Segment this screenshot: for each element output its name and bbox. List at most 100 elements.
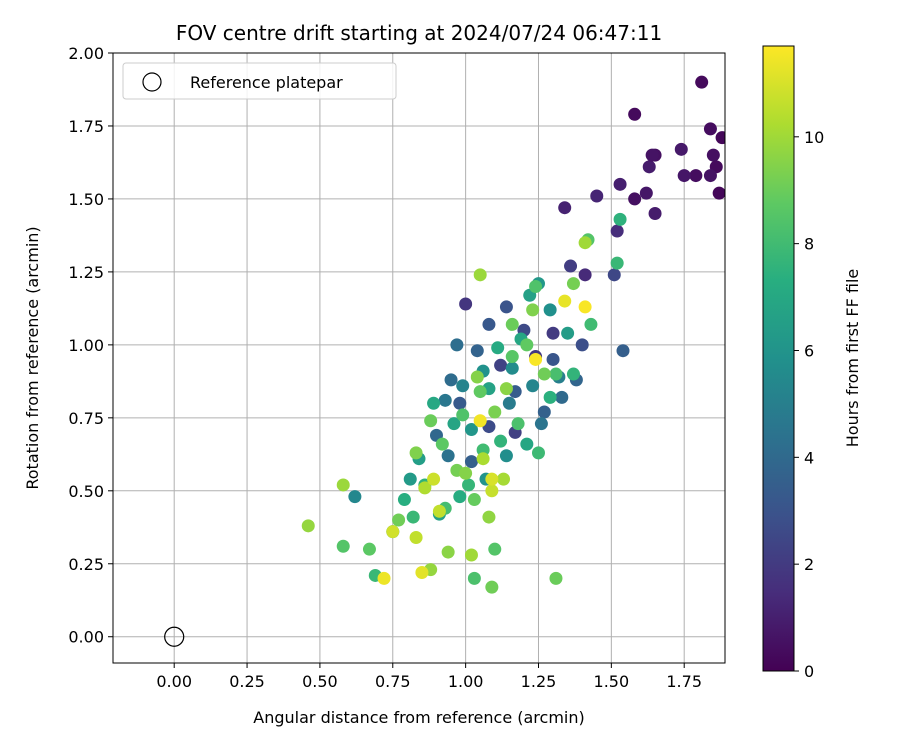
- data-point: [336, 478, 350, 492]
- y-axis-ticks: 0.00 0.25 0.50 0.75 1.00 1.25 1.50 1.75 2.00: [68, 44, 113, 647]
- data-point: [703, 122, 717, 136]
- data-point: [456, 408, 470, 422]
- data-point: [403, 472, 417, 486]
- data-point: [453, 490, 467, 504]
- data-point: [409, 446, 423, 460]
- data-point: [505, 350, 519, 364]
- data-point: [427, 396, 441, 410]
- x-tick-label: 1.75: [666, 672, 702, 691]
- data-point: [497, 472, 511, 486]
- data-point: [520, 437, 534, 451]
- data-point: [703, 169, 717, 183]
- y-tick-label: 1.25: [68, 263, 104, 282]
- data-point: [464, 455, 478, 469]
- data-point: [409, 530, 423, 544]
- data-point: [441, 545, 455, 559]
- data-point: [537, 405, 551, 419]
- data-point: [494, 434, 508, 448]
- data-point: [386, 525, 400, 539]
- x-tick-label: 0.75: [375, 672, 411, 691]
- data-point: [488, 405, 502, 419]
- data-point: [444, 373, 458, 387]
- data-point: [546, 326, 560, 340]
- data-point: [453, 396, 467, 410]
- data-point: [645, 148, 659, 162]
- data-point: [610, 224, 624, 238]
- data-point: [674, 142, 688, 156]
- data-point: [336, 539, 350, 553]
- data-point: [467, 493, 481, 507]
- legend-box: [122, 62, 397, 100]
- y-tick-label: 0.25: [68, 555, 104, 574]
- data-point: [549, 571, 563, 585]
- data-point: [473, 268, 487, 282]
- data-point: [301, 519, 315, 533]
- data-point: [564, 259, 578, 273]
- legend-marker-open-circle-icon: [142, 72, 162, 92]
- colorbar-label: Hours from first FF file: [843, 269, 862, 448]
- data-point: [450, 338, 464, 352]
- data-point: [470, 344, 484, 358]
- colorbar: 0 2 4 6 8 10 Hours from first FF file: [762, 45, 862, 681]
- data-point: [590, 189, 604, 203]
- x-tick-label: 0.50: [302, 672, 338, 691]
- data-point: [529, 352, 543, 366]
- data-point: [531, 446, 545, 460]
- data-point: [467, 571, 481, 585]
- data-point: [447, 417, 461, 431]
- data-point: [689, 169, 703, 183]
- data-point: [715, 131, 725, 145]
- data-point: [491, 341, 505, 355]
- x-tick-label: 0.00: [156, 672, 192, 691]
- data-point: [558, 294, 572, 308]
- data-point: [441, 449, 455, 463]
- data-point: [464, 548, 478, 562]
- data-point: [485, 580, 499, 594]
- data-point: [610, 256, 624, 270]
- data-point: [712, 186, 725, 200]
- data-point: [505, 317, 519, 331]
- data-point: [470, 370, 484, 384]
- colorbar-frame: [762, 45, 795, 672]
- data-point: [520, 338, 534, 352]
- data-point: [628, 192, 642, 206]
- legend-label: Reference platepar: [190, 73, 343, 92]
- reference-platepar-marker: [164, 626, 185, 647]
- data-point: [695, 75, 709, 89]
- data-point: [526, 379, 540, 393]
- data-point: [362, 542, 376, 556]
- data-point: [549, 367, 563, 381]
- data-point: [543, 390, 557, 404]
- data-point: [377, 571, 391, 585]
- data-point: [473, 414, 487, 428]
- colorbar-tick-label: 2: [804, 555, 814, 574]
- data-point: [561, 326, 575, 340]
- data-point: [511, 417, 525, 431]
- data-point: [459, 466, 473, 480]
- data-point: [485, 484, 499, 498]
- data-point: [639, 186, 653, 200]
- data-point: [482, 317, 496, 331]
- data-point: [648, 207, 662, 221]
- x-tick-label: 1.00: [448, 672, 484, 691]
- data-point: [424, 414, 438, 428]
- colorbar-gradient: [763, 46, 794, 671]
- chart-title: FOV centre drift starting at 2024/07/24 …: [176, 21, 662, 45]
- data-point: [415, 566, 429, 580]
- y-tick-label: 0.50: [68, 482, 104, 501]
- data-point: [546, 352, 560, 366]
- colorbar-tick-label: 0: [804, 662, 814, 681]
- x-axis-label: Angular distance from reference (arcmin): [253, 708, 584, 727]
- data-point: [642, 160, 656, 174]
- y-tick-label: 2.00: [68, 44, 104, 63]
- data-point: [555, 390, 569, 404]
- data-point: [392, 513, 406, 527]
- legend: Reference platepar: [122, 62, 397, 100]
- y-tick-label: 1.50: [68, 190, 104, 209]
- reference-marker-group: [164, 626, 185, 647]
- data-point: [435, 437, 449, 451]
- data-point: [566, 277, 580, 291]
- y-tick-label: 0.00: [68, 628, 104, 647]
- colorbar-tick-label: 10: [804, 128, 824, 147]
- data-point: [397, 493, 411, 507]
